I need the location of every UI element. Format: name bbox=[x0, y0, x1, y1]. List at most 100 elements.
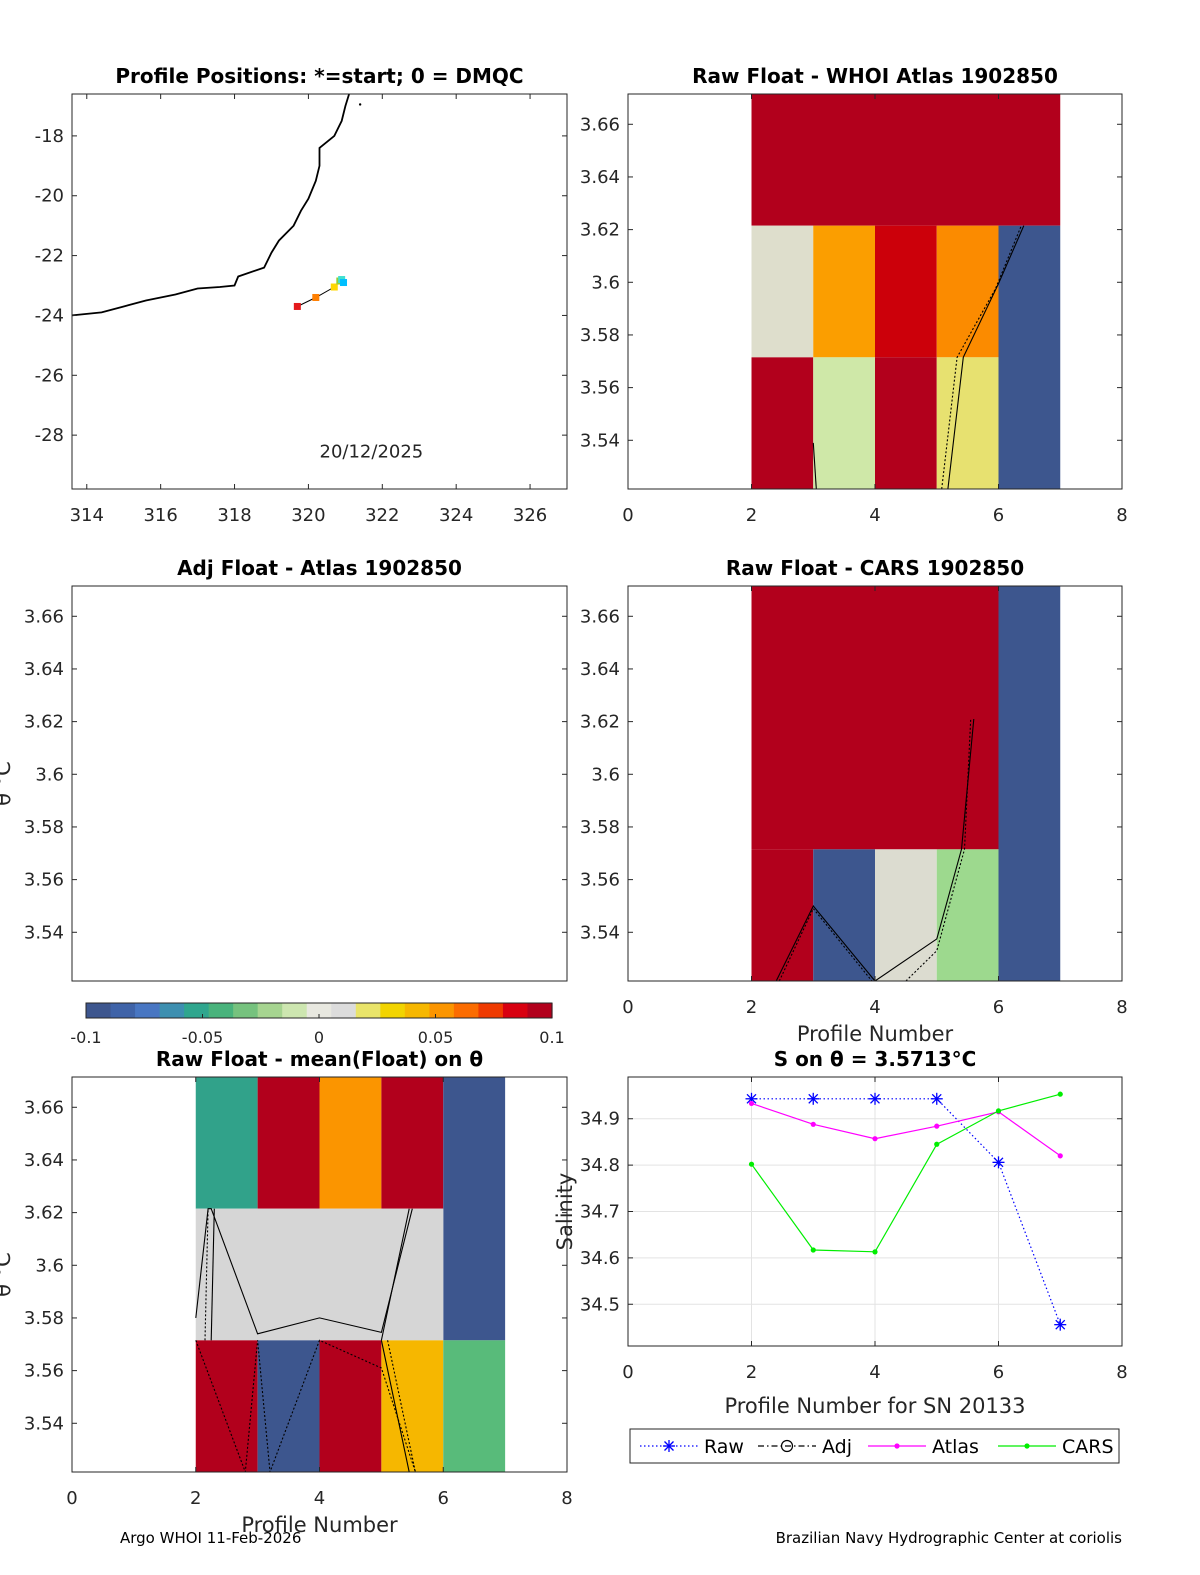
asterisk-stroke bbox=[931, 1093, 942, 1104]
chart-title: Raw Float - mean(Float) on θ bbox=[156, 1047, 483, 1071]
legend-marker-atlas bbox=[894, 1443, 900, 1449]
heatmap-cell bbox=[875, 357, 937, 489]
heatmap-cell bbox=[381, 1340, 444, 1472]
colorbar-segment bbox=[404, 1003, 430, 1018]
y-tick-label: 34.7 bbox=[580, 1202, 620, 1223]
plot-adj-float-atlas: 3.54 3.56 3.58 3.6 3.62 3.64 3.66 Adj Float - A… bbox=[0, 556, 568, 982]
chart-title: S on θ = 3.5713°C bbox=[774, 1047, 977, 1071]
plot-area bbox=[751, 586, 1061, 981]
data-point-cars bbox=[1057, 1091, 1063, 1097]
data-point-raw bbox=[869, 1092, 881, 1105]
x-axis-label: Profile Number bbox=[797, 1022, 954, 1046]
y-axis-label: θ °C bbox=[0, 761, 15, 806]
data-point-atlas bbox=[1057, 1153, 1063, 1159]
asterisk-stroke bbox=[993, 1157, 1004, 1168]
y-tick-label: -26 bbox=[35, 365, 64, 386]
profile-line bbox=[204, 1208, 209, 1341]
colorbar-segment bbox=[331, 1003, 357, 1018]
y-axis-label: θ °C bbox=[0, 1252, 15, 1297]
x-tick-label: 320 bbox=[291, 505, 325, 526]
x-tick-label: 2 bbox=[746, 505, 757, 526]
legend-label-raw: Raw bbox=[704, 1436, 744, 1458]
y-tick-label: -20 bbox=[35, 186, 64, 207]
x-tick-label: 4 bbox=[869, 1362, 880, 1383]
chart-title: Raw Float - CARS 1902850 bbox=[726, 556, 1024, 580]
colorbar-segment bbox=[355, 1003, 381, 1018]
x-tick-label: 8 bbox=[1116, 505, 1127, 526]
y-tick-label: 3.54 bbox=[580, 922, 620, 943]
profile-line bbox=[380, 1208, 410, 1341]
series-line-cars bbox=[751, 1093, 1061, 1253]
coastline bbox=[71, 93, 350, 317]
colorbar-segment bbox=[306, 1003, 332, 1018]
y-tick-label: -24 bbox=[35, 305, 64, 326]
x-tick-label: 324 bbox=[439, 505, 473, 526]
y-tick-label: 3.62 bbox=[580, 712, 620, 733]
heatmap-cell bbox=[751, 357, 814, 489]
y-tick-label: 3.62 bbox=[24, 712, 64, 733]
profile-line bbox=[195, 1339, 416, 1472]
heatmap-cell bbox=[813, 357, 875, 489]
x-tick-label: 2 bbox=[190, 1488, 201, 1509]
legend-marker-adj bbox=[780, 1439, 794, 1453]
heatmap-cell bbox=[443, 1340, 506, 1472]
colorbar-segment bbox=[159, 1003, 185, 1018]
heatmap-cell bbox=[195, 1208, 444, 1341]
heatmap-cell bbox=[381, 1077, 444, 1209]
y-tick-label: 3.6 bbox=[35, 764, 64, 785]
y-tick-label: 3.6 bbox=[591, 764, 620, 785]
salinity-legend: Raw Adj Atlas CARS bbox=[629, 1428, 1120, 1464]
data-point-cars bbox=[995, 1108, 1002, 1114]
heatmap-cell bbox=[875, 225, 937, 358]
y-tick-label: 3.6 bbox=[35, 1255, 64, 1276]
data-point-raw bbox=[807, 1092, 820, 1105]
x-axis-label: Profile Number for SN 20133 bbox=[724, 1394, 1025, 1418]
y-tick-label: 3.56 bbox=[580, 378, 620, 399]
chart-title: Profile Positions: *=start; 0 = DMQC bbox=[115, 64, 523, 88]
colorbar-segment bbox=[453, 1003, 480, 1018]
x-tick-label: 6 bbox=[993, 997, 1004, 1018]
legend-marker-raw bbox=[664, 1441, 674, 1451]
colorbar-tick-label: 0.1 bbox=[539, 1028, 564, 1047]
plot-profile-positions: 20/12/2025 314 316 318 320 322 324 326 -18 -20 -22… bbox=[35, 64, 568, 526]
profile-line bbox=[210, 1208, 215, 1341]
y-tick-label: 34.6 bbox=[580, 1248, 620, 1269]
heatmap-cell bbox=[751, 225, 814, 358]
y-tick-label: 3.64 bbox=[580, 659, 620, 680]
legend-label-adj: Adj bbox=[822, 1436, 852, 1458]
heatmap-cell bbox=[936, 225, 999, 358]
y-tick-label: 3.66 bbox=[24, 1097, 64, 1118]
legend-label-cars: CARS bbox=[1062, 1436, 1114, 1458]
x-tick-label: 0 bbox=[66, 1488, 77, 1509]
heatmap-cell bbox=[936, 357, 999, 489]
y-tick-label: 3.58 bbox=[24, 817, 64, 838]
x-tick-label: 0 bbox=[622, 1362, 633, 1383]
y-tick-label: 3.6 bbox=[591, 272, 620, 293]
y-tick-label: -22 bbox=[35, 246, 64, 267]
legend-marker-cars bbox=[1024, 1443, 1030, 1449]
profile-line bbox=[380, 1340, 410, 1472]
colorbar-tick-label: -0.1 bbox=[70, 1028, 101, 1047]
x-tick-label: 8 bbox=[1116, 1362, 1127, 1383]
x-axis-label: Profile Number bbox=[241, 1513, 398, 1537]
asterisk-stroke bbox=[746, 1093, 757, 1104]
data-point-atlas bbox=[748, 1100, 755, 1107]
colorbar-segment bbox=[86, 1003, 112, 1018]
data-point-cars bbox=[934, 1141, 940, 1147]
plot-salinity-on-theta: 0 2 4 6 8 34.5 34.6 34.7 34.8 34.9 S on θ = 3.5713… bbox=[553, 1047, 1128, 1418]
profile-line bbox=[941, 225, 1022, 489]
chart-title: Raw Float - WHOI Atlas 1902850 bbox=[692, 64, 1058, 88]
colorbar-segment bbox=[184, 1003, 210, 1018]
colorbar-segment bbox=[429, 1003, 455, 1018]
y-axis-label: Salinity bbox=[553, 1173, 577, 1251]
profile-position-marker bbox=[330, 283, 338, 291]
axes-box bbox=[71, 585, 568, 982]
profile-position-marker bbox=[293, 302, 301, 310]
profile-line bbox=[775, 904, 876, 981]
colorbar: -0.1 -0.05 0 0.05 0.1 bbox=[70, 1002, 565, 1047]
colorbar-tick-label: 0 bbox=[314, 1028, 324, 1047]
plot-raw-float-whoi-atlas: 0 2 4 6 8 3.54 3.56 3.58 3.6 3.62 3.64 3.66 Raw Floa… bbox=[580, 64, 1128, 526]
y-tick-label: 3.54 bbox=[580, 430, 620, 451]
legend-label-atlas: Atlas bbox=[932, 1436, 979, 1458]
